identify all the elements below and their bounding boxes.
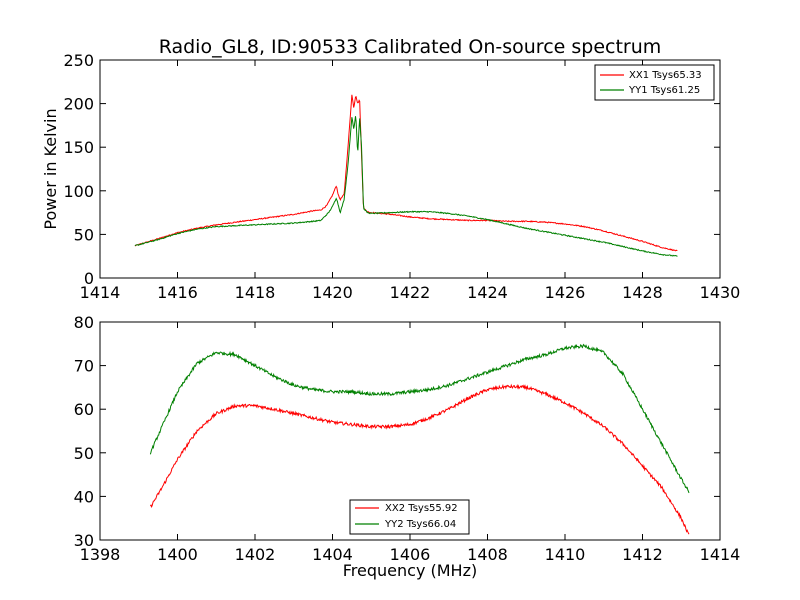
legend-label-xx2: XX2 Tsys55.92 xyxy=(385,503,458,514)
x-tick-label: 1398 xyxy=(80,545,121,564)
y-tick-label: 0 xyxy=(84,269,94,288)
x-tick-label: 1430 xyxy=(700,283,741,302)
chart-bottom-plot-area: 1398 1400 1402 1404 1406 1408 1410 1412 1414 30 40… xyxy=(74,313,741,564)
series-line-top-yy xyxy=(134,116,678,257)
series-line-top-xx xyxy=(134,94,678,252)
legend-label-yy1: YY1 Tsys61.25 xyxy=(628,85,700,96)
y-tick-label: 60 xyxy=(74,400,94,419)
y-tick-label: 70 xyxy=(74,357,94,376)
x-tick-label: 1400 xyxy=(157,545,198,564)
x-tick-label: 1424 xyxy=(467,283,508,302)
x-tick-label: 1422 xyxy=(390,283,431,302)
y-tick-label: 40 xyxy=(74,487,94,506)
y-tick-label: 100 xyxy=(63,182,94,201)
y-tick-label: 30 xyxy=(74,531,94,550)
chart-bottom: Frequency (MHz) 1398 1400 1402 1404 1406 1408… xyxy=(74,313,741,580)
x-tick-label: 1418 xyxy=(235,283,276,302)
x-tick-label: 1408 xyxy=(467,545,508,564)
chart-top-plot-area: 1414 1416 1418 1420 1422 1424 1426 1428 1430 0 50 1… xyxy=(63,51,740,302)
x-tick-label: 1402 xyxy=(235,545,276,564)
x-tick-label: 1414 xyxy=(80,283,121,302)
x-tick-label: 1410 xyxy=(545,545,586,564)
chart-bottom-legend: XX2 Tsys55.92 YY2 Tsys66.04 xyxy=(349,499,470,535)
chart-top-title: Radio_GL8, ID:90533 Calibrated On-source… xyxy=(159,36,662,58)
y-tick-label: 200 xyxy=(63,95,94,114)
series-line-bottom-xx xyxy=(149,383,690,535)
chart-top: Radio_GL8, ID:90533 Calibrated On-source… xyxy=(41,36,740,302)
legend-label-xx1: XX1 Tsys65.33 xyxy=(629,70,702,81)
y-tick-label: 250 xyxy=(63,51,94,70)
x-tick-label: 1414 xyxy=(700,545,741,564)
y-tick-label: 80 xyxy=(74,313,94,332)
chart-bottom-xlabel: Frequency (MHz) xyxy=(343,561,477,580)
y-tick-label: 50 xyxy=(74,444,94,463)
chart-top-ylabel: Power in Kelvin xyxy=(41,108,60,229)
x-tick-label: 1428 xyxy=(622,283,663,302)
y-tick-label: 150 xyxy=(63,138,94,157)
x-tick-label: 1412 xyxy=(622,545,663,564)
x-tick-label: 1406 xyxy=(390,545,431,564)
y-tick-label: 50 xyxy=(74,225,94,244)
legend-label-yy2: YY2 Tsys66.04 xyxy=(384,519,456,530)
x-tick-label: 1426 xyxy=(545,283,586,302)
series-line-bottom-yy xyxy=(149,343,690,494)
chart-bottom-legend-box xyxy=(349,499,470,535)
chart-top-legend-box xyxy=(594,64,715,101)
chart-top-legend: XX1 Tsys65.33 YY1 Tsys61.25 xyxy=(594,64,715,101)
x-tick-label: 1420 xyxy=(312,283,353,302)
x-tick-label: 1404 xyxy=(312,545,353,564)
x-tick-label: 1416 xyxy=(157,283,198,302)
